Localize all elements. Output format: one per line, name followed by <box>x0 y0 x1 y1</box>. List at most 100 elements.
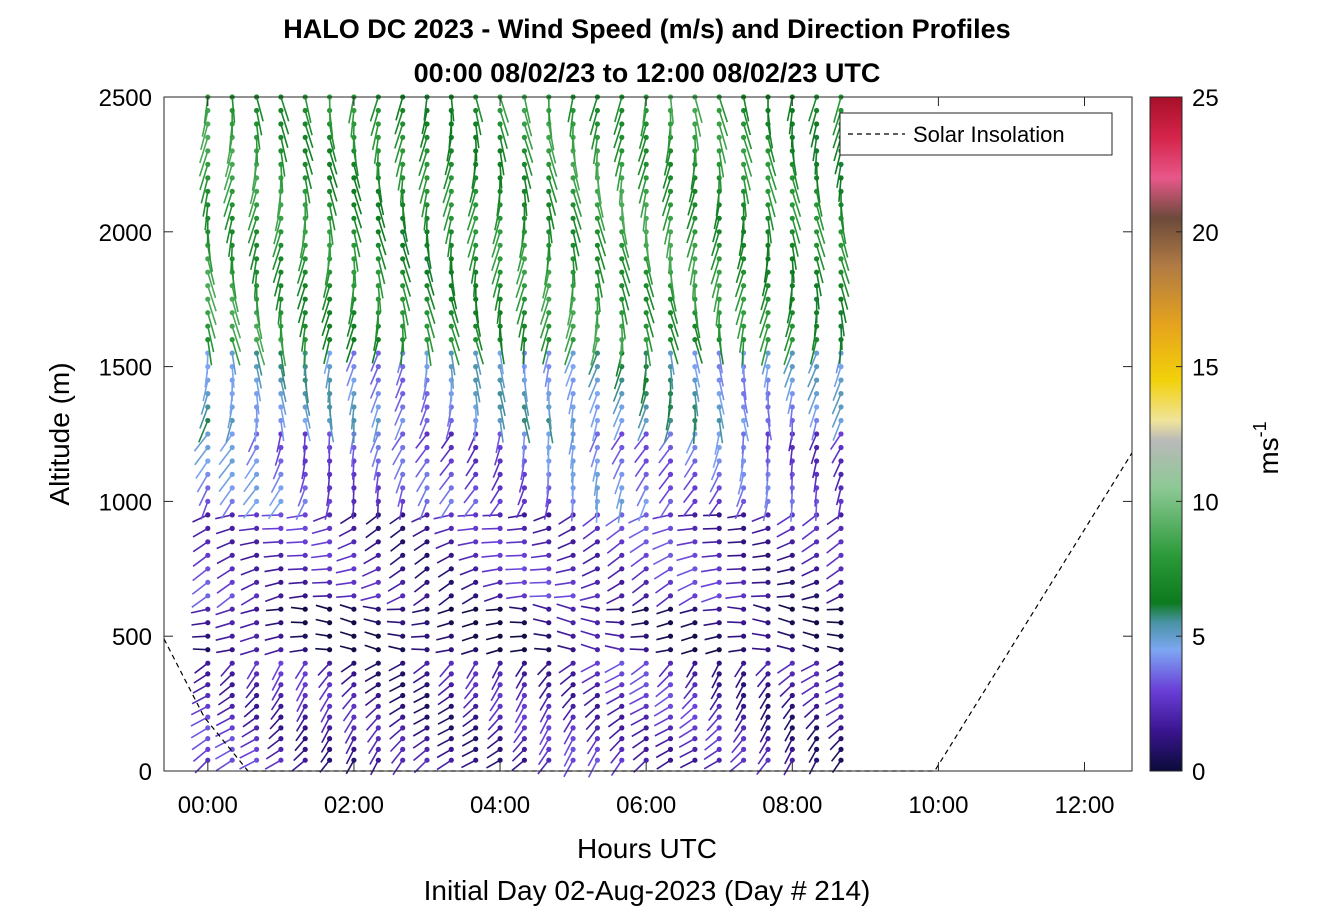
wind-barb-dot <box>716 620 722 626</box>
wind-barb <box>425 353 428 375</box>
wind-barb-dot <box>594 377 601 383</box>
wind-barb-dot <box>741 107 747 114</box>
wind-barb-dot <box>692 498 698 504</box>
wind-barb <box>669 312 679 337</box>
wind-barb <box>756 759 769 775</box>
wind-barb-dot <box>619 566 625 572</box>
wind-barb-dot <box>619 703 625 709</box>
wind-barb <box>440 433 452 449</box>
wind-barb <box>614 474 623 495</box>
wind-barb <box>287 554 306 557</box>
wind-barb-dot <box>594 579 601 585</box>
wind-barb-dot <box>692 606 698 612</box>
wind-barb-dot <box>692 566 698 572</box>
wind-barb-dot <box>667 703 674 709</box>
wind-barb-dot <box>570 107 576 114</box>
wind-barb <box>239 759 257 770</box>
wind-barb-dot <box>741 310 747 316</box>
x-tick-label: 00:00 <box>178 792 238 819</box>
wind-barb <box>418 137 428 162</box>
wind-barb-dot <box>473 633 479 639</box>
wind-barb-dot <box>741 161 747 167</box>
wind-barb-dot <box>497 539 503 545</box>
wind-barb-dot <box>692 682 698 688</box>
wind-barb <box>474 379 481 403</box>
wind-barb <box>548 123 555 151</box>
wind-barb <box>826 581 842 592</box>
wind-barb <box>515 258 526 285</box>
wind-barb-dot <box>497 692 503 699</box>
wind-barb-dot <box>521 134 528 140</box>
wind-barb <box>694 366 701 388</box>
wind-barb-dot <box>278 377 284 383</box>
wind-barb-dot <box>254 377 260 383</box>
wind-barb <box>377 218 387 242</box>
wind-barb-dot <box>497 283 503 289</box>
wind-barb <box>700 581 720 588</box>
wind-barb-dot <box>838 229 844 235</box>
wind-barb <box>548 420 554 444</box>
wind-barb-dot <box>619 161 625 167</box>
wind-barb-dot <box>521 107 528 114</box>
wind-barb <box>520 460 526 481</box>
wind-barb-dot <box>278 757 284 763</box>
wind-barb <box>466 447 477 464</box>
wind-barb-dot <box>448 606 454 612</box>
wind-barb <box>726 568 744 571</box>
wind-barb-dot <box>838 175 844 181</box>
wind-barb <box>630 662 647 676</box>
wind-barb <box>727 621 744 624</box>
wind-barb-dot <box>448 692 454 699</box>
wind-barb <box>563 749 574 767</box>
wind-barb <box>499 150 505 176</box>
wind-barb-dot <box>619 417 625 424</box>
wind-barb-dot <box>789 593 795 599</box>
wind-barb <box>825 673 842 683</box>
wind-barb-dot <box>643 161 649 167</box>
wind-barb <box>642 204 647 232</box>
wind-barb <box>614 150 623 177</box>
wind-barb-dot <box>570 736 576 742</box>
wind-barb-dot <box>765 757 771 763</box>
wind-barb-dot <box>838 269 844 275</box>
wind-barb-dot <box>229 725 235 731</box>
wind-barb <box>291 759 306 772</box>
wind-barb-dot <box>643 620 649 626</box>
wind-barb <box>443 204 453 231</box>
wind-barb <box>320 738 331 753</box>
wind-barb-dot <box>521 417 528 424</box>
wind-barb <box>758 684 769 699</box>
wind-barb-dot <box>570 566 576 572</box>
y-axis-label: Altitude (m) <box>44 362 75 505</box>
wind-barb-dot <box>254 364 260 370</box>
wind-barb <box>271 684 282 701</box>
x-tick-label: 06:00 <box>616 792 676 819</box>
wind-barb-dot <box>594 552 601 558</box>
wind-barb-dot <box>765 746 771 753</box>
wind-barb <box>694 137 697 165</box>
wind-barb <box>840 312 845 337</box>
wind-barb <box>422 379 428 400</box>
wind-barb <box>215 759 233 772</box>
wind-barb <box>224 150 233 178</box>
wind-barb-dot <box>254 539 260 545</box>
wind-barb-dot <box>594 725 601 731</box>
wind-barb-dot <box>400 134 406 140</box>
wind-barb <box>588 379 599 401</box>
wind-barb-dot <box>497 229 503 235</box>
wind-barb-dot <box>716 148 722 154</box>
wind-barb <box>840 218 847 245</box>
wind-barb-dot <box>424 525 430 532</box>
wind-barb <box>701 554 720 558</box>
wind-barb-dot <box>716 242 722 248</box>
wind-barb <box>759 727 769 743</box>
wind-barb-dot <box>254 593 260 599</box>
wind-barb <box>515 285 526 312</box>
wind-barb <box>569 110 574 137</box>
wind-barb-dot <box>765 606 771 612</box>
wind-barb-dot <box>448 539 454 545</box>
wind-barb-dot <box>838 703 844 709</box>
wind-barb-dot <box>521 692 528 699</box>
wind-barb <box>318 684 331 701</box>
